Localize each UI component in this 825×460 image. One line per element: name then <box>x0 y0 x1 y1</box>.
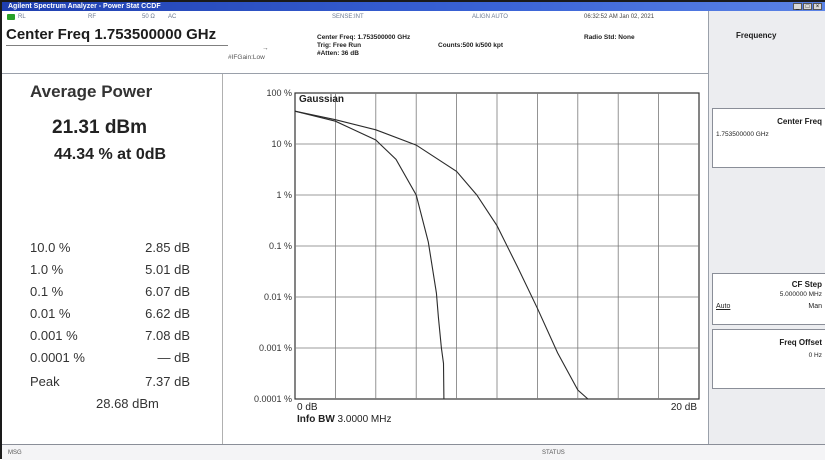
info-bw-label: Info BW 3.0000 MHz <box>297 414 391 425</box>
rf-label: RF <box>88 14 96 20</box>
cf-step-softkey-title: CF Step <box>791 280 822 289</box>
y-tick-label: 100 % <box>266 88 292 98</box>
ifgain-label: #IFGain:Low <box>228 54 265 61</box>
stat-label: 0.0001 % <box>30 350 85 365</box>
stat-label: 0.001 % <box>30 328 78 343</box>
window-title: Agilent Spectrum Analyzer - Power Stat C… <box>8 3 161 10</box>
y-tick-label: 0.01 % <box>264 292 292 302</box>
results-panel <box>4 74 216 444</box>
stat-label: 1.0 % <box>30 262 64 277</box>
stat-value: 2.85 dB <box>145 240 190 255</box>
y-tick-label: 0.001 % <box>259 343 292 353</box>
title-bar: Agilent Spectrum Analyzer - Power Stat C… <box>2 2 825 11</box>
status-label: STATUS <box>542 450 565 456</box>
average-power-title: Average Power <box>30 82 153 101</box>
rl-indicator-icon <box>7 14 15 20</box>
cf-step-man-option[interactable]: Man <box>808 303 822 310</box>
atten-status: #Atten: 36 dB <box>317 50 359 57</box>
trig-status: Trig: Free Run <box>317 42 362 49</box>
cf-step-auto-option[interactable]: Auto <box>716 303 731 310</box>
window-frame-left <box>0 0 2 459</box>
softkey-menu-title: Frequency <box>736 31 777 40</box>
center-freq-softkey-title: Center Freq <box>777 117 822 126</box>
ccdf-plot: 100 % 10 % 1 % 0.1 % 0.01 % 0.001 % 0.0001 % 0 … <box>254 88 700 425</box>
radio-std-status: Radio Std: None <box>584 34 635 41</box>
softkey-panel: Frequency Center Freq 1.753500000 GHz CF… <box>708 11 825 444</box>
sense-label: SENSE:INT <box>332 14 364 20</box>
stat-value: — dB <box>157 350 190 365</box>
stat-label: 0.01 % <box>30 306 71 321</box>
close-button[interactable]: × <box>813 3 822 10</box>
peak-dbm-value: 28.68 dBm <box>96 396 159 411</box>
counts-status: Counts:500 k/500 kpt <box>438 42 504 49</box>
y-tick-label: 0.1 % <box>269 241 292 251</box>
stat-value: 6.62 dB <box>145 306 190 321</box>
ccdf-plot-area: 100 % 10 % 1 % 0.1 % 0.01 % 0.001 % 0.0001 % 0 … <box>222 74 709 444</box>
cf-step-softkey[interactable]: CF Step 5.000000 MHz Auto Man <box>712 273 825 325</box>
y-tick-label: 0.0001 % <box>254 394 292 404</box>
stat-label: 0.1 % <box>30 284 64 299</box>
center-freq-title[interactable]: Center Freq 1.753500000 GHz <box>6 26 217 43</box>
measured-ccdf-trace <box>294 110 445 400</box>
coupling-label: AC <box>168 14 177 20</box>
freq-offset-softkey-title: Freq Offset <box>779 338 822 347</box>
timestamp: 06:32:52 AM Jan 02, 2021 <box>584 14 655 20</box>
center-freq-status: Center Freq: 1.753500000 GHz <box>317 34 411 41</box>
stat-value: 7.37 dB <box>145 374 190 389</box>
maximize-button[interactable]: □ <box>803 3 812 10</box>
average-power-dbm: 21.31 dBm <box>52 117 148 138</box>
x-end-label: 20 dB <box>671 402 697 413</box>
minimize-button[interactable]: _ <box>793 3 802 10</box>
freq-offset-softkey[interactable]: Freq Offset 0 Hz <box>712 329 825 389</box>
gaussian-label: Gaussian <box>299 94 344 105</box>
window-frame-top <box>0 0 825 2</box>
status-bar: MSG STATUS <box>2 444 825 460</box>
average-power-percent: 44.34 % at 0dB <box>54 146 167 163</box>
stat-value: 6.07 dB <box>145 284 190 299</box>
x-start-label: 0 dB <box>297 402 318 413</box>
y-tick-label: 1 % <box>276 190 292 200</box>
measurement-bar: RL RF 50 Ω AC SENSE:INT ALIGN AUTO 06:32… <box>2 11 708 74</box>
y-tick-label: 10 % <box>271 139 292 149</box>
center-freq-softkey-value: 1.753500000 GHz <box>716 131 769 138</box>
align-label: ALIGN AUTO <box>472 14 508 20</box>
stat-label: 10.0 % <box>30 240 71 255</box>
stat-value: 5.01 dB <box>145 262 190 277</box>
rl-label: RL <box>18 14 26 20</box>
freq-offset-softkey-value: 0 Hz <box>808 352 822 359</box>
arrow-icon: → <box>262 45 269 52</box>
cf-step-softkey-value: 5.000000 MHz <box>779 291 822 298</box>
msg-label: MSG <box>8 450 22 456</box>
gaussian-reference-trace <box>294 110 589 400</box>
stat-label: Peak <box>30 374 60 389</box>
center-freq-softkey[interactable]: Center Freq 1.753500000 GHz <box>712 108 825 168</box>
center-freq-underline <box>6 45 228 46</box>
stat-value: 7.08 dB <box>145 328 190 343</box>
impedance-label: 50 Ω <box>142 14 155 20</box>
